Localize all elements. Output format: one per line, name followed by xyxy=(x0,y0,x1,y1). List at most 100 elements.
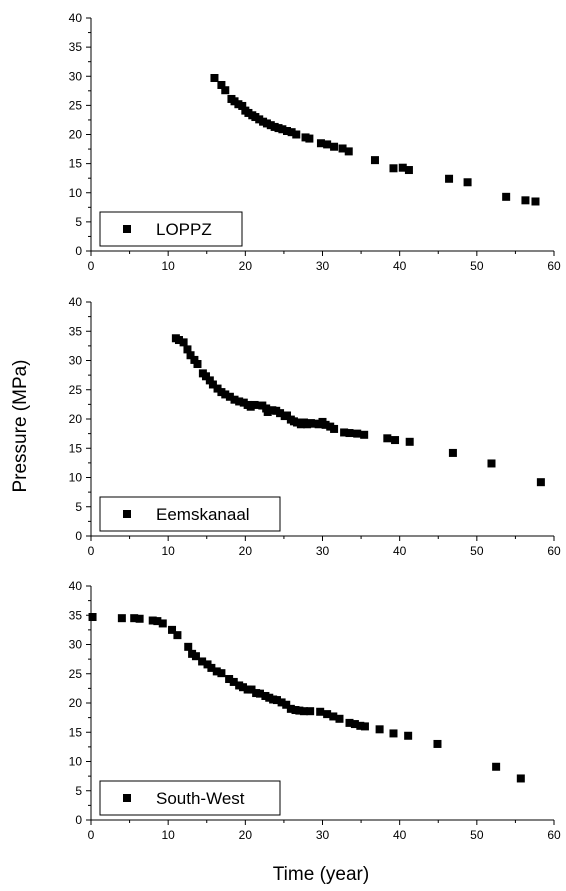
data-point xyxy=(287,128,296,137)
data-point xyxy=(286,704,295,713)
x-tick-label: 60 xyxy=(547,259,561,273)
data-point xyxy=(239,683,248,692)
data-point xyxy=(295,706,304,715)
data-point xyxy=(201,372,210,381)
x-tick-label: 10 xyxy=(161,544,175,558)
data-point xyxy=(208,380,217,389)
data-point xyxy=(521,196,530,205)
data-point xyxy=(229,677,238,686)
y-tick-label: 35 xyxy=(69,324,83,338)
x-tick-label: 10 xyxy=(161,259,175,273)
x-tick-label: 50 xyxy=(470,259,484,273)
data-point xyxy=(186,351,195,360)
data-point xyxy=(492,762,501,771)
legend-label: LOPPZ xyxy=(156,220,212,239)
legend-label: South-West xyxy=(156,789,245,808)
data-point xyxy=(179,338,188,347)
y-tick-label: 20 xyxy=(69,412,83,426)
x-tick-label: 0 xyxy=(88,544,95,558)
data-point xyxy=(174,336,183,345)
y-tick-label: 0 xyxy=(75,529,82,543)
y-tick-label: 35 xyxy=(69,608,83,622)
data-point xyxy=(323,710,332,719)
legend-marker xyxy=(123,794,131,802)
data-point xyxy=(184,642,193,651)
data-point xyxy=(487,459,496,468)
data-point xyxy=(531,197,540,206)
data-point xyxy=(299,707,308,716)
y-tick-label: 5 xyxy=(75,500,82,514)
data-point xyxy=(463,178,472,187)
data-point xyxy=(221,390,230,399)
data-point xyxy=(345,429,354,438)
data-point xyxy=(306,707,315,716)
data-point xyxy=(191,652,200,661)
data-point xyxy=(360,722,369,731)
data-point xyxy=(305,134,314,143)
data-point xyxy=(276,409,285,418)
data-point xyxy=(375,725,384,734)
data-point xyxy=(344,147,353,156)
legend-marker xyxy=(123,225,131,233)
data-point xyxy=(247,685,256,694)
x-tick-label: 50 xyxy=(470,828,484,842)
data-point xyxy=(282,700,291,709)
data-point xyxy=(88,613,97,622)
data-point xyxy=(255,689,264,698)
data-point xyxy=(340,428,349,437)
y-tick-label: 20 xyxy=(69,696,83,710)
y-tick-label: 30 xyxy=(69,638,83,652)
y-tick-label: 30 xyxy=(69,69,83,83)
data-point xyxy=(345,718,354,727)
data-point xyxy=(238,101,247,110)
chart-panel-3: 0 5 10 15 20 25 30 35 40 0 10 20 30 40 50 60 South-West xyxy=(69,579,561,842)
data-point xyxy=(207,663,216,672)
data-point xyxy=(210,73,219,82)
data-point xyxy=(316,139,325,148)
y-tick-label: 10 xyxy=(69,471,83,485)
y-tick-label: 25 xyxy=(69,667,83,681)
data-point xyxy=(277,698,286,707)
data-point xyxy=(148,616,157,625)
data-point xyxy=(135,614,144,623)
data-point xyxy=(212,667,221,676)
data-point xyxy=(321,420,330,429)
data-point xyxy=(190,355,199,364)
data-point xyxy=(221,86,230,95)
data-point xyxy=(130,614,139,623)
data-point xyxy=(250,400,259,409)
data-point xyxy=(283,127,292,136)
x-tick-label: 0 xyxy=(88,259,95,273)
data-point xyxy=(536,478,545,487)
data-point xyxy=(389,729,398,738)
data-point xyxy=(330,142,339,151)
data-point xyxy=(398,163,407,172)
x-tick-label: 20 xyxy=(239,828,253,842)
data-point xyxy=(433,739,442,748)
data-point xyxy=(235,397,244,406)
y-tick-label: 25 xyxy=(69,98,83,112)
y-tick-label: 10 xyxy=(69,186,83,200)
data-point xyxy=(405,437,414,446)
data-point xyxy=(404,166,413,175)
y-tick-label: 10 xyxy=(69,755,83,769)
x-tick-label: 60 xyxy=(547,544,561,558)
data-point xyxy=(217,669,226,678)
y-tick-label: 15 xyxy=(69,157,83,171)
data-point xyxy=(353,429,362,438)
y-tick-label: 0 xyxy=(75,244,82,258)
data-point xyxy=(217,80,226,89)
data-point xyxy=(356,721,365,730)
y-tick-label: 0 xyxy=(75,813,82,827)
data-point xyxy=(516,774,525,783)
data-point xyxy=(330,424,339,433)
legend-label: Eemskanaal xyxy=(156,505,250,524)
x-tick-label: 60 xyxy=(547,828,561,842)
data-point xyxy=(117,614,126,623)
data-point xyxy=(263,407,272,416)
data-point xyxy=(205,376,214,385)
x-axis-title: Time (year) xyxy=(273,864,369,885)
data-point xyxy=(168,625,177,634)
data-point xyxy=(329,712,338,721)
